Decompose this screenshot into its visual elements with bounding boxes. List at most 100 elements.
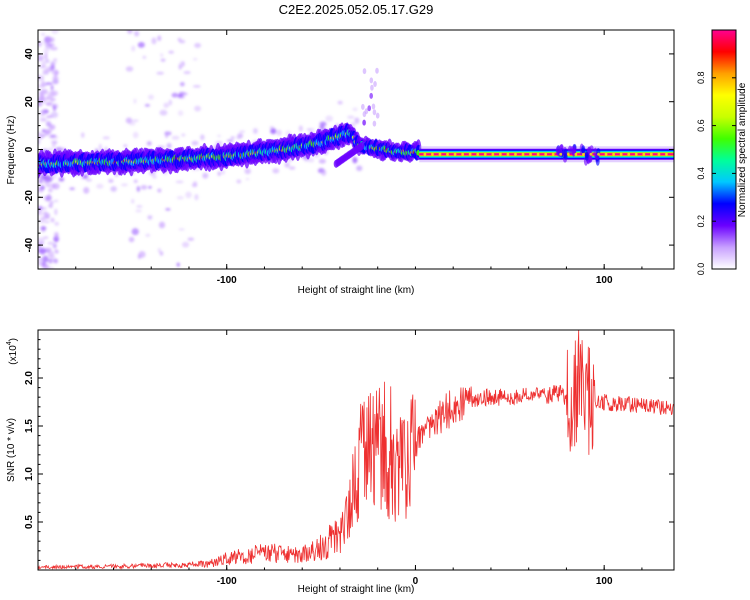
- spectrogram-cell: [361, 103, 365, 110]
- spectrogram-speckle: [50, 65, 56, 71]
- spectrogram-speckle: [148, 94, 154, 100]
- spectrogram-speckle: [38, 186, 43, 192]
- spectrogram-speckle: [191, 140, 199, 146]
- spectrogram-speckle: [288, 166, 296, 170]
- spectrogram-cell: [574, 152, 578, 156]
- spectrogram-speckle: [83, 187, 90, 194]
- spectrogram-speckle: [157, 188, 162, 193]
- spectrogram-speckle: [307, 157, 315, 163]
- spectrogram-x-ticks: -100 100: [37, 30, 643, 286]
- spectrogram-cell: [375, 67, 379, 74]
- spectrogram-speckle: [177, 94, 183, 98]
- spectrogram-cell: [612, 152, 616, 156]
- spectrogram-marks: [38, 30, 674, 269]
- spectrogram-cell: [627, 152, 631, 156]
- spectrogram-speckle: [131, 45, 136, 52]
- spectrogram-y-tick-label: 20: [24, 96, 35, 108]
- spectrogram-speckle: [49, 201, 53, 209]
- spectrogram-speckle: [42, 236, 49, 240]
- spectrogram-speckle: [325, 115, 333, 122]
- spectrogram-speckle: [38, 257, 44, 260]
- spectrogram-speckle: [132, 131, 139, 139]
- spectrogram-speckle: [175, 180, 184, 184]
- spectrogram-speckle: [179, 81, 185, 87]
- spectrogram-speckle: [178, 228, 185, 231]
- spectrogram-speckle: [54, 71, 59, 75]
- spectrogram-speckle: [168, 50, 175, 54]
- spectrogram-cell: [584, 151, 589, 159]
- spectrogram-speckle: [181, 92, 188, 96]
- spectrogram-speckle: [125, 66, 134, 72]
- spectrogram-speckle: [38, 209, 43, 215]
- spectrogram-speckle: [43, 47, 50, 54]
- spectrogram-speckle: [38, 190, 44, 194]
- spectrogram-cell: [597, 152, 600, 156]
- spectrogram-speckle: [44, 128, 52, 135]
- snr-panel: 0.5 1.0 1.5 2.0 -100 0 100 Height of straight…: [6, 329, 675, 595]
- spectrogram-speckle: [45, 43, 53, 50]
- snr-series-line: [38, 330, 674, 570]
- spectrogram-speckle: [230, 136, 235, 139]
- spectrogram-speckle: [236, 179, 242, 184]
- spectrogram-speckle: [49, 124, 55, 131]
- spectrogram-y-tick-label: 40: [24, 48, 35, 60]
- spectrogram-speckle: [44, 53, 48, 60]
- spectrogram-speckle: [45, 96, 50, 101]
- spectrogram-y-ticks: -40 -20 0 20 40: [24, 29, 674, 270]
- spectrogram-speckle: [43, 211, 48, 215]
- spectrogram-speckle: [54, 208, 58, 216]
- spectrogram-speckle: [47, 241, 55, 245]
- spectrogram-speckle: [217, 134, 221, 138]
- spectrogram-speckle: [137, 42, 145, 48]
- spectrogram-speckle: [52, 183, 60, 190]
- spectrogram-cell: [582, 152, 585, 156]
- spectrogram-speckle: [187, 237, 195, 241]
- spectrogram-speckle: [127, 30, 133, 34]
- spectrogram-cell: [536, 152, 540, 156]
- spectrogram-speckle: [42, 255, 49, 263]
- spectrogram-y-tick-label: -40: [24, 237, 35, 252]
- spectrogram-cell: [468, 152, 472, 156]
- snr-y-tick-label: 0.5: [24, 515, 35, 529]
- spectrogram-cell: [498, 152, 502, 156]
- spectrogram-cell: [657, 152, 661, 156]
- spectrogram-speckle: [47, 37, 55, 43]
- spectrogram-speckle: [102, 136, 110, 140]
- spectrogram-speckle: [120, 183, 128, 187]
- spectrogram-cell: [446, 152, 449, 156]
- spectrogram-cell: [491, 152, 495, 156]
- spectrogram-speckle: [319, 125, 325, 130]
- spectrogram-speckle: [53, 75, 58, 81]
- spectrogram-speckle: [194, 42, 202, 48]
- spectrogram-speckle: [40, 226, 47, 231]
- spectrogram-speckle: [38, 237, 45, 245]
- snr-multiplier-exponent: 4: [6, 341, 13, 345]
- spectrogram-speckle: [269, 126, 275, 130]
- spectrogram-speckle: [48, 182, 53, 190]
- spectrogram-speckle: [40, 95, 46, 102]
- colorbar-tick-label: 0.2: [696, 215, 706, 228]
- spectrogram-speckle: [356, 165, 363, 172]
- spectrogram-speckle: [53, 258, 59, 264]
- spectrogram-speckle: [270, 128, 277, 135]
- spectrogram-speckle: [131, 198, 135, 204]
- snr-x-tick-label: 0: [413, 576, 419, 587]
- spectrogram-speckle: [39, 110, 46, 117]
- spectrogram-speckle: [110, 186, 117, 192]
- spectrogram-speckle: [135, 209, 142, 213]
- spectrogram-speckle: [123, 144, 128, 148]
- spectrogram-y-tick-label: 0: [24, 146, 35, 152]
- spectrogram-speckle: [69, 187, 75, 191]
- snr-x-ticks: -100 0 100: [37, 330, 643, 587]
- snr-x-label: Height of straight line (km): [298, 584, 415, 595]
- spectrogram-speckle: [51, 30, 59, 35]
- spectrogram-speckle: [318, 158, 326, 164]
- spectrogram-speckle: [276, 129, 282, 136]
- snr-multiplier: (x104): [6, 338, 19, 365]
- spectrogram-speckle: [252, 128, 258, 134]
- spectrogram-cell: [372, 109, 377, 116]
- spectrogram-speckle: [191, 183, 198, 188]
- spectrogram-speckle: [38, 103, 42, 106]
- snr-y-ticks: 0.5 1.0 1.5 2.0: [24, 339, 674, 561]
